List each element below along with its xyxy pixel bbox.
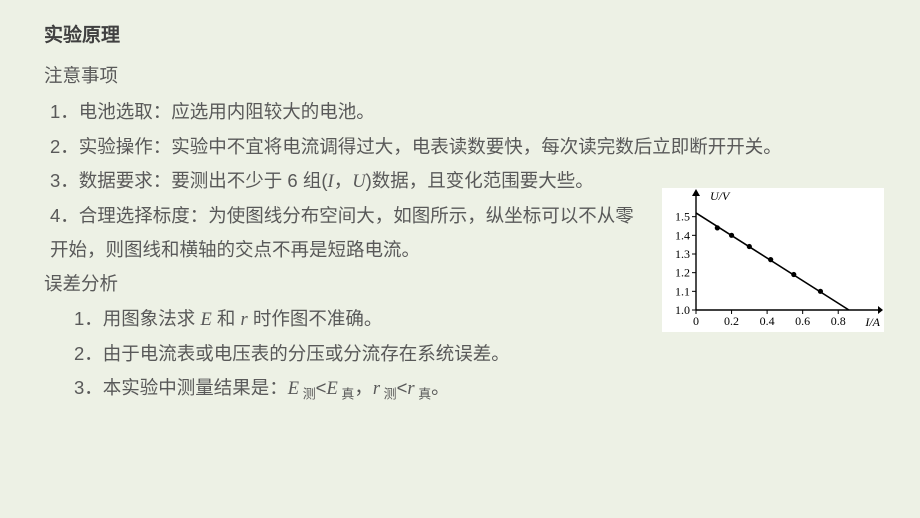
svg-text:I/A: I/A (864, 315, 880, 329)
svg-text:1.2: 1.2 (675, 266, 690, 280)
var-I: I (328, 172, 334, 192)
svg-text:1.3: 1.3 (675, 247, 690, 261)
var-E-true: E (326, 379, 337, 399)
svg-text:1.1: 1.1 (675, 284, 690, 298)
err1-c: 时作图不准确。 (248, 308, 383, 329)
uv-chart: 0 0.2 0.4 0.6 0.8 1.0 1.1 1.2 1.3 1.4 1.5 U/V I/A (662, 188, 884, 332)
svg-text:0.2: 0.2 (724, 314, 739, 328)
note-3-text-a: 3．数据要求：要测出不少于 6 组( (50, 170, 328, 191)
sub-meas-2: 测 (380, 387, 397, 402)
svg-text:1.0: 1.0 (675, 303, 690, 317)
svg-text:U/V: U/V (710, 189, 731, 203)
chart-svg: 0 0.2 0.4 0.6 0.8 1.0 1.1 1.2 1.3 1.4 1.5 U/V I/A (662, 188, 884, 332)
note-item-4: 4．合理选择标度：为使图线分布空间大，如图所示，纵坐标可以不从零开始，则图线和横… (44, 199, 644, 267)
var-r-true: r (407, 379, 414, 399)
err1-a: 1．用图象法求 (74, 308, 200, 329)
svg-text:0.4: 0.4 (760, 314, 775, 328)
section-title: 实验原理 (44, 18, 880, 53)
var-U: U (352, 172, 365, 192)
note-item-3: 3．数据要求：要测出不少于 6 组(I，U)数据，且变化范围要大些。 (44, 164, 644, 199)
sub-true-2: 真 (415, 387, 432, 402)
svg-text:0.6: 0.6 (795, 314, 810, 328)
sub-true-1: 真 (338, 387, 355, 402)
svg-text:0: 0 (693, 314, 699, 328)
var-r-meas: r (373, 379, 380, 399)
var-r: r (241, 310, 248, 330)
var-E-meas: E (288, 379, 299, 399)
svg-text:1.4: 1.4 (675, 228, 690, 242)
note-item-2: 2．实验操作：实验中不宜将电流调得过大，电表读数要快，每次读完数后立即断开开关。 (44, 130, 880, 164)
svg-text:0.8: 0.8 (831, 314, 846, 328)
err1-b: 和 (212, 308, 241, 329)
error-item-2: 2．由于电流表或电压表的分压或分流存在系统误差。 (44, 337, 880, 371)
notes-heading: 注意事项 (44, 59, 880, 93)
err3-text: 3．本实验中测量结果是： (74, 377, 288, 398)
var-E: E (200, 310, 211, 330)
svg-text:1.5: 1.5 (675, 210, 690, 224)
sub-meas-1: 测 (299, 387, 316, 402)
error-item-3: 3．本实验中测量结果是：E 测<E 真，r 测<r 真。 (44, 371, 880, 407)
note-3-text-b: 数据，且变化范围要大些。 (372, 170, 594, 191)
note-item-1: 1．电池选取：应选用内阻较大的电池。 (44, 95, 880, 129)
